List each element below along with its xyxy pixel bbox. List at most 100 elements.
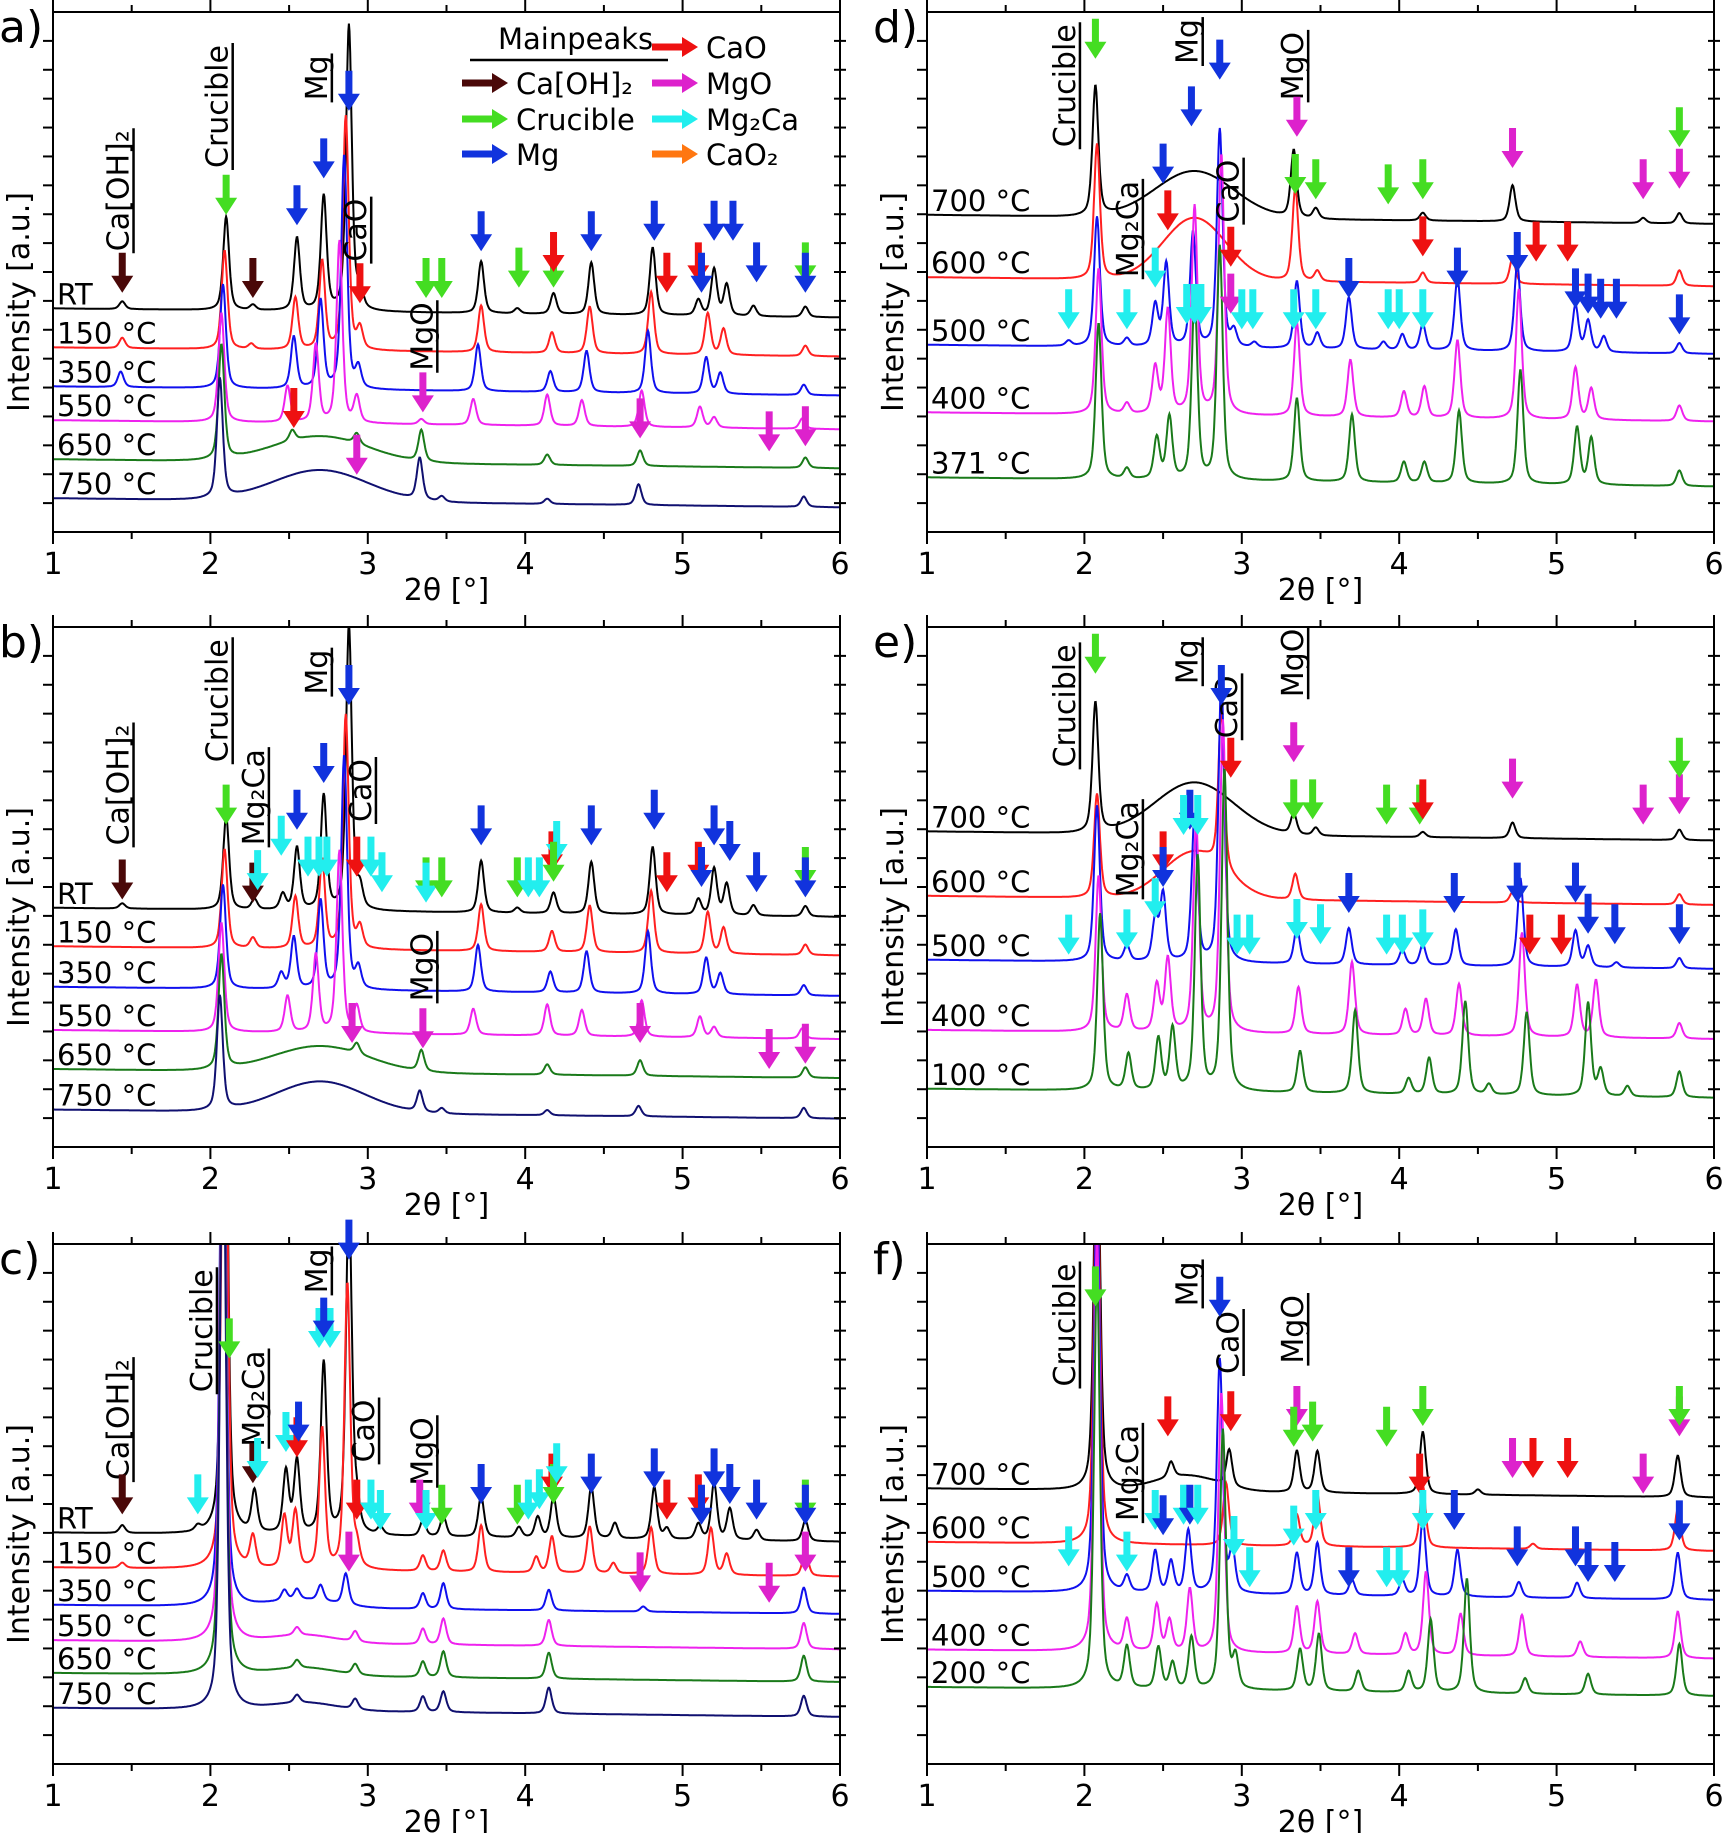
x-tick-label: 3: [358, 547, 377, 582]
mg-peak-arrow-icon: [312, 1297, 335, 1338]
mg-peak-arrow-icon: [1605, 278, 1628, 319]
mg-peak-arrow-icon: [703, 805, 726, 846]
cao-peak-arrow-icon: [348, 263, 371, 304]
mgo-peak-arrow-icon: [794, 1023, 817, 1064]
panel-letter: c): [0, 1234, 40, 1285]
series-label: 350 °C: [57, 1574, 156, 1608]
phase-label: CaO: [347, 1399, 382, 1462]
series-label: 600 °C: [931, 865, 1030, 899]
series-label: RT: [57, 1502, 93, 1536]
series-line-150-c: [53, 114, 840, 358]
mg2ca-peak-arrow-icon: [1411, 909, 1434, 950]
mg2ca-peak-arrow-icon: [1391, 914, 1414, 955]
mgo-peak-arrow-icon: [758, 1029, 781, 1069]
mg-peak-arrow-icon: [1337, 258, 1360, 298]
phase-label: MgO: [1276, 32, 1311, 101]
crucible-peak-arrow-icon: [1668, 737, 1691, 778]
mgo-peak-arrow-icon: [629, 1552, 652, 1593]
legend-item-mgo: MgO: [706, 67, 772, 101]
panel-letter: b): [0, 617, 44, 668]
crucible-peak-arrow-icon: [430, 258, 453, 298]
mg2ca-peak-arrow-icon: [246, 1438, 269, 1478]
crucible-peak-arrow-icon: [430, 1484, 453, 1525]
x-tick-label: 2: [1075, 547, 1094, 582]
mg2ca-peak-arrow-icon: [1304, 289, 1327, 330]
mgo-peak-arrow-icon: [1285, 96, 1308, 137]
mg2ca-peak-arrow-icon: [1388, 1547, 1411, 1588]
series-line-500-c: [927, 127, 1714, 355]
x-axis-label: 2θ [°]: [1278, 573, 1363, 608]
cao2-legend-arrow-icon: [652, 144, 698, 164]
series-label: 200 °C: [931, 1656, 1030, 1690]
cao-legend-arrow-icon: [652, 37, 698, 57]
series-label: 600 °C: [931, 1511, 1030, 1545]
crucible-peak-arrow-icon: [215, 784, 238, 825]
x-axis-label: 2θ [°]: [404, 1188, 489, 1223]
mgo-peak-arrow-icon: [1668, 774, 1691, 815]
mg2ca-peak-arrow-icon: [1144, 247, 1167, 288]
crucible-peak-arrow-icon: [1375, 1406, 1398, 1447]
mg-peak-arrow-icon: [1589, 278, 1612, 319]
x-axis-label: 2θ [°]: [404, 573, 489, 608]
mg-peak-arrow-icon: [745, 242, 768, 283]
series-line-200-c: [927, 1272, 1714, 1697]
mg2ca-peak-arrow-icon: [186, 1474, 209, 1515]
ca-oh2-peak-arrow-icon: [111, 1474, 134, 1515]
phase-label: Mg: [1171, 19, 1206, 64]
series-label: 750 °C: [57, 1079, 156, 1113]
x-tick-label: 4: [516, 1779, 535, 1814]
panel-letter: d): [873, 2, 918, 53]
series-line-750-c: [53, 1244, 840, 1718]
mgo-peak-arrow-icon: [411, 372, 434, 413]
cao-peak-arrow-icon: [1219, 737, 1242, 778]
mg2ca-peak-arrow-icon: [1388, 289, 1411, 330]
series-line-700-c: [927, 700, 1714, 842]
phase-label: Mg: [1171, 1261, 1206, 1306]
series-line-550-c: [53, 849, 840, 1040]
mg2ca-peak-arrow-icon: [1238, 914, 1261, 955]
panel-e: 700 °C 600 °C 500 °C 400 °C 100 °C 1 2 3 4 5 6 2θ […: [873, 615, 1724, 1223]
crucible-peak-arrow-icon: [430, 857, 453, 898]
mg-peak-arrow-icon: [643, 1448, 666, 1489]
mg-peak-arrow-icon: [794, 857, 817, 898]
x-tick-label: 3: [1232, 547, 1251, 582]
cao-peak-arrow-icon: [655, 1479, 678, 1520]
mg-peak-arrow-icon: [1577, 893, 1600, 934]
legend-item-cao2: CaO₂: [706, 138, 778, 172]
legend-item-cao: CaO: [706, 31, 767, 65]
x-tick-label: 2: [1075, 1779, 1094, 1814]
crucible-peak-arrow-icon: [1301, 1401, 1324, 1442]
panel-letter: a): [0, 2, 43, 53]
mg-peak-arrow-icon: [690, 847, 713, 887]
mg2ca-peak-arrow-icon: [1057, 914, 1080, 955]
series-line-650-c: [53, 1244, 840, 1683]
legend-item-ca-oh2: Ca[OH]₂: [516, 67, 633, 101]
y-axis-label: Intensity [a.u.]: [876, 807, 911, 1027]
crucible-peak-arrow-icon: [415, 258, 438, 298]
mg-peak-arrow-icon: [703, 1448, 726, 1489]
mg2ca-peak-arrow-icon: [1115, 909, 1138, 950]
mg2ca-peak-arrow-icon: [517, 1479, 540, 1520]
series-line-550-c: [53, 239, 840, 431]
series-label: 700 °C: [931, 800, 1030, 834]
mg-peak-arrow-icon: [703, 200, 726, 241]
mg2ca-peak-arrow-icon: [1057, 289, 1080, 330]
cao-peak-arrow-icon: [1219, 1391, 1242, 1432]
phase-label: Mg₂Ca: [237, 749, 272, 845]
mg-peak-arrow-icon: [580, 1453, 603, 1494]
crucible-peak-arrow-icon: [1377, 164, 1400, 205]
cao-peak-arrow-icon: [1411, 216, 1434, 257]
mg-peak-arrow-icon: [287, 1401, 310, 1442]
mgo-peak-arrow-icon: [758, 1562, 781, 1603]
series-label: 550 °C: [57, 999, 156, 1033]
series-group: [53, 1244, 840, 1718]
x-tick-label: 4: [516, 1162, 535, 1197]
phase-label: Ca[OH]₂: [102, 1359, 137, 1480]
mgo-peak-arrow-icon: [1632, 159, 1655, 200]
legend-title: Mainpeaks: [498, 22, 653, 56]
x-tick-label: 6: [1704, 1162, 1723, 1197]
mgo-peak-arrow-icon: [1501, 758, 1524, 799]
x-tick-label: 1: [917, 547, 936, 582]
